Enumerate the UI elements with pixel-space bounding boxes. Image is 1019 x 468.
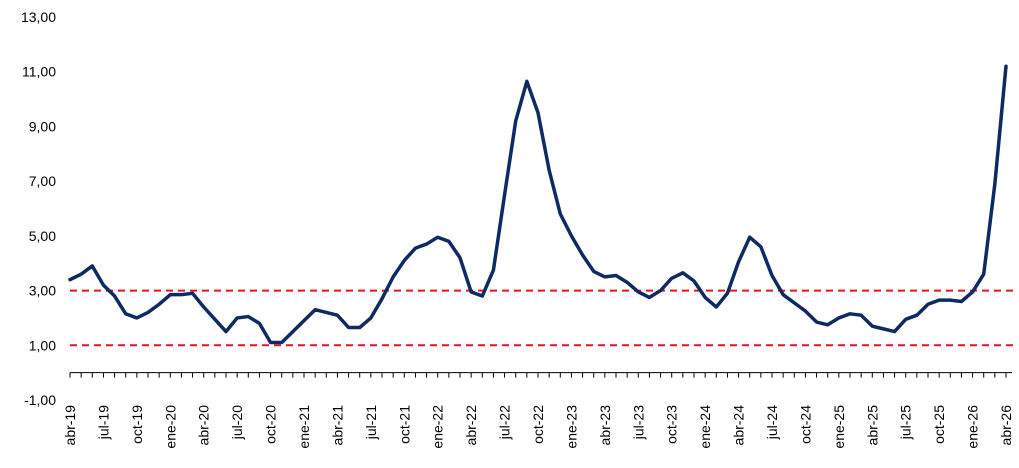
x-tick-label: ene-22 [430,405,446,449]
x-tick-label: jul-23 [630,405,646,440]
y-tick-label: 9,00 [29,118,56,134]
x-tick-label: oct-21 [396,405,412,444]
x-tick-label: oct-24 [797,405,813,444]
x-tick-label: abr-25 [864,405,880,446]
x-tick-label: ene-21 [296,405,312,449]
x-tick-label: jul-19 [95,405,111,440]
y-tick-label: 11,00 [22,64,56,80]
x-tick-label: ene-24 [697,405,713,449]
y-tick-label: 3,00 [29,283,56,299]
x-tick-label: jul-24 [764,405,780,440]
x-tick-label: abr-23 [597,405,613,446]
y-tick-label: 1,00 [29,337,56,353]
x-tick-label: abr-19 [62,405,78,446]
x-tick-label: abr-26 [998,405,1014,446]
x-tick-label: ene-20 [162,405,178,449]
x-tick-label: abr-21 [329,405,345,446]
y-tick-label: 7,00 [29,173,56,189]
x-tick-label: abr-20 [196,405,212,446]
x-tick-label: oct-25 [931,405,947,444]
x-tick-label: abr-22 [463,405,479,446]
x-tick-label: ene-25 [831,405,847,449]
x-tick-label: oct-20 [263,405,279,444]
x-tick-label: ene-26 [965,405,981,449]
x-tick-label: oct-22 [530,405,546,444]
x-tick-label: jul-20 [229,405,245,440]
x-tick-label: jul-21 [363,405,379,440]
x-tick-label: jul-25 [898,405,914,440]
x-tick-label: ene-23 [563,405,579,449]
x-tick-label: oct-23 [664,405,680,444]
x-tick-label: jul-22 [497,405,513,440]
data-line [68,64,1008,345]
x-tick-label: abr-24 [731,405,747,446]
x-tick-label: oct-19 [129,405,145,444]
y-tick-label: 5,00 [29,228,56,244]
y-tick-label: 13,00 [21,9,56,25]
y-tick-label: -1,00 [24,392,56,408]
